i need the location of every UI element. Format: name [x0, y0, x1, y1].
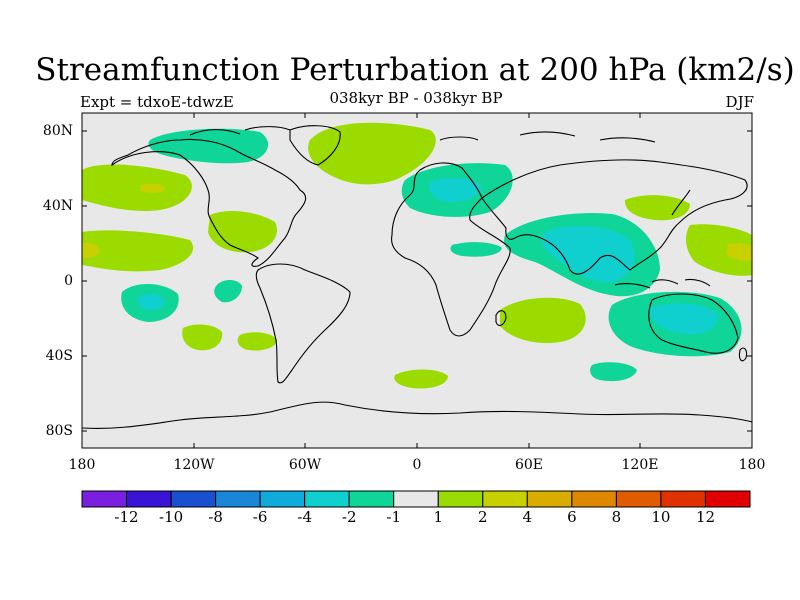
coastline-europe-africa	[391, 162, 511, 337]
coastline-indonesia	[614, 278, 711, 289]
contour-negative-asia-core	[542, 225, 635, 283]
colorbar-box	[526, 490, 573, 508]
contour-positive-south-pacific	[182, 324, 223, 351]
colorbar-box	[705, 490, 751, 508]
contour-positive-southern-ocean-2	[590, 362, 637, 382]
colorbar-box	[170, 490, 217, 508]
coastline-australia	[648, 293, 739, 354]
colorbar-label: 8	[611, 508, 622, 526]
lat-label-40s: 40S	[45, 348, 73, 364]
colorbar-box	[259, 490, 306, 508]
colorbar-box	[437, 490, 484, 508]
colorbar-box	[482, 490, 528, 508]
coastline-north-america	[111, 138, 307, 267]
lat-label-40n: 40N	[42, 198, 73, 214]
colorbar-box	[660, 490, 706, 508]
colorbar-label: -2	[341, 508, 357, 526]
contour-positive-south-atlantic-small	[237, 332, 277, 351]
contour-negative-australia-core	[649, 303, 719, 335]
colorbar-label: 2	[478, 508, 488, 526]
lon-label-120e: 120E	[621, 457, 659, 473]
contour-negative-pacific-core	[137, 294, 165, 310]
contour-negative-europe-core	[428, 177, 482, 203]
contour-positive-east-pacific	[82, 230, 194, 272]
colorbar-label: 10	[651, 508, 671, 526]
colorbar-label: -1	[386, 508, 401, 526]
season-label: DJF	[725, 93, 754, 111]
colorbar-label: -4	[297, 508, 312, 526]
contour-positive-japan	[624, 195, 690, 221]
coastline-new-zealand	[738, 347, 748, 362]
colorbar-box	[304, 490, 350, 508]
colorbar-box	[126, 490, 172, 508]
coastline-madagascar	[495, 310, 507, 327]
coastline-arctic-islands	[189, 126, 656, 143]
coastline-antarctica	[82, 401, 752, 429]
contour-positive-north-pacific	[82, 164, 192, 211]
colorbar-box	[215, 490, 261, 508]
colorbar-label: -10	[159, 508, 184, 526]
lon-label-60e: 60E	[514, 457, 544, 473]
colorbar-label: -12	[114, 508, 139, 526]
lon-label-60w: 60W	[288, 457, 322, 473]
colorbar-box	[393, 490, 439, 508]
contour-negative-south-america	[214, 280, 242, 303]
colorbar-label: -6	[252, 508, 268, 526]
coastline-greenland	[289, 125, 341, 166]
lon-label-180w: 180	[68, 457, 96, 473]
colorbar-box	[81, 490, 127, 508]
contour-positive-east-pacific-core	[82, 242, 100, 258]
axis-ticks	[81, 113, 753, 448]
lon-label-180e: 180	[738, 457, 766, 473]
contour-positive-west-pacific	[685, 224, 752, 276]
coastline-japan	[671, 189, 691, 216]
colorbar-label: 1	[433, 508, 444, 526]
coastline-asia	[481, 159, 748, 275]
lat-label-80n: 80N	[42, 123, 73, 139]
contour-fills	[82, 122, 752, 389]
contour-positive-caribbean	[208, 210, 278, 253]
experiment-label: Expt = tdxoE-tdwzE	[80, 93, 234, 111]
lat-label-80s: 80S	[45, 423, 73, 439]
contour-positive-north-pacific-core	[140, 183, 166, 193]
colorbar-label: -8	[208, 508, 223, 526]
contour-positive-west-pacific-core	[726, 243, 752, 261]
colorbar-box	[615, 490, 662, 508]
map-title: Streamfunction Perturbation at 200 hPa (…	[35, 52, 795, 88]
colorbar-label: 12	[695, 508, 716, 526]
lon-label-0: 0	[412, 457, 422, 473]
map-subtitle: 038kyr BP - 038kyr BP	[329, 89, 503, 107]
contour-positive-indian-ocean	[500, 297, 586, 344]
contour-negative-middle-east	[450, 242, 502, 257]
lon-label-120w: 120W	[173, 457, 215, 473]
colorbar-label: 6	[567, 508, 577, 526]
colorbar	[81, 490, 751, 508]
lat-label-0: 0	[64, 273, 73, 289]
coastlines	[82, 125, 752, 429]
contour-positive-southern-ocean-1	[394, 369, 448, 389]
colorbar-box	[348, 490, 395, 508]
colorbar-label: 4	[522, 508, 533, 526]
colorbar-box	[571, 490, 617, 508]
coastline-south-america	[255, 263, 351, 384]
